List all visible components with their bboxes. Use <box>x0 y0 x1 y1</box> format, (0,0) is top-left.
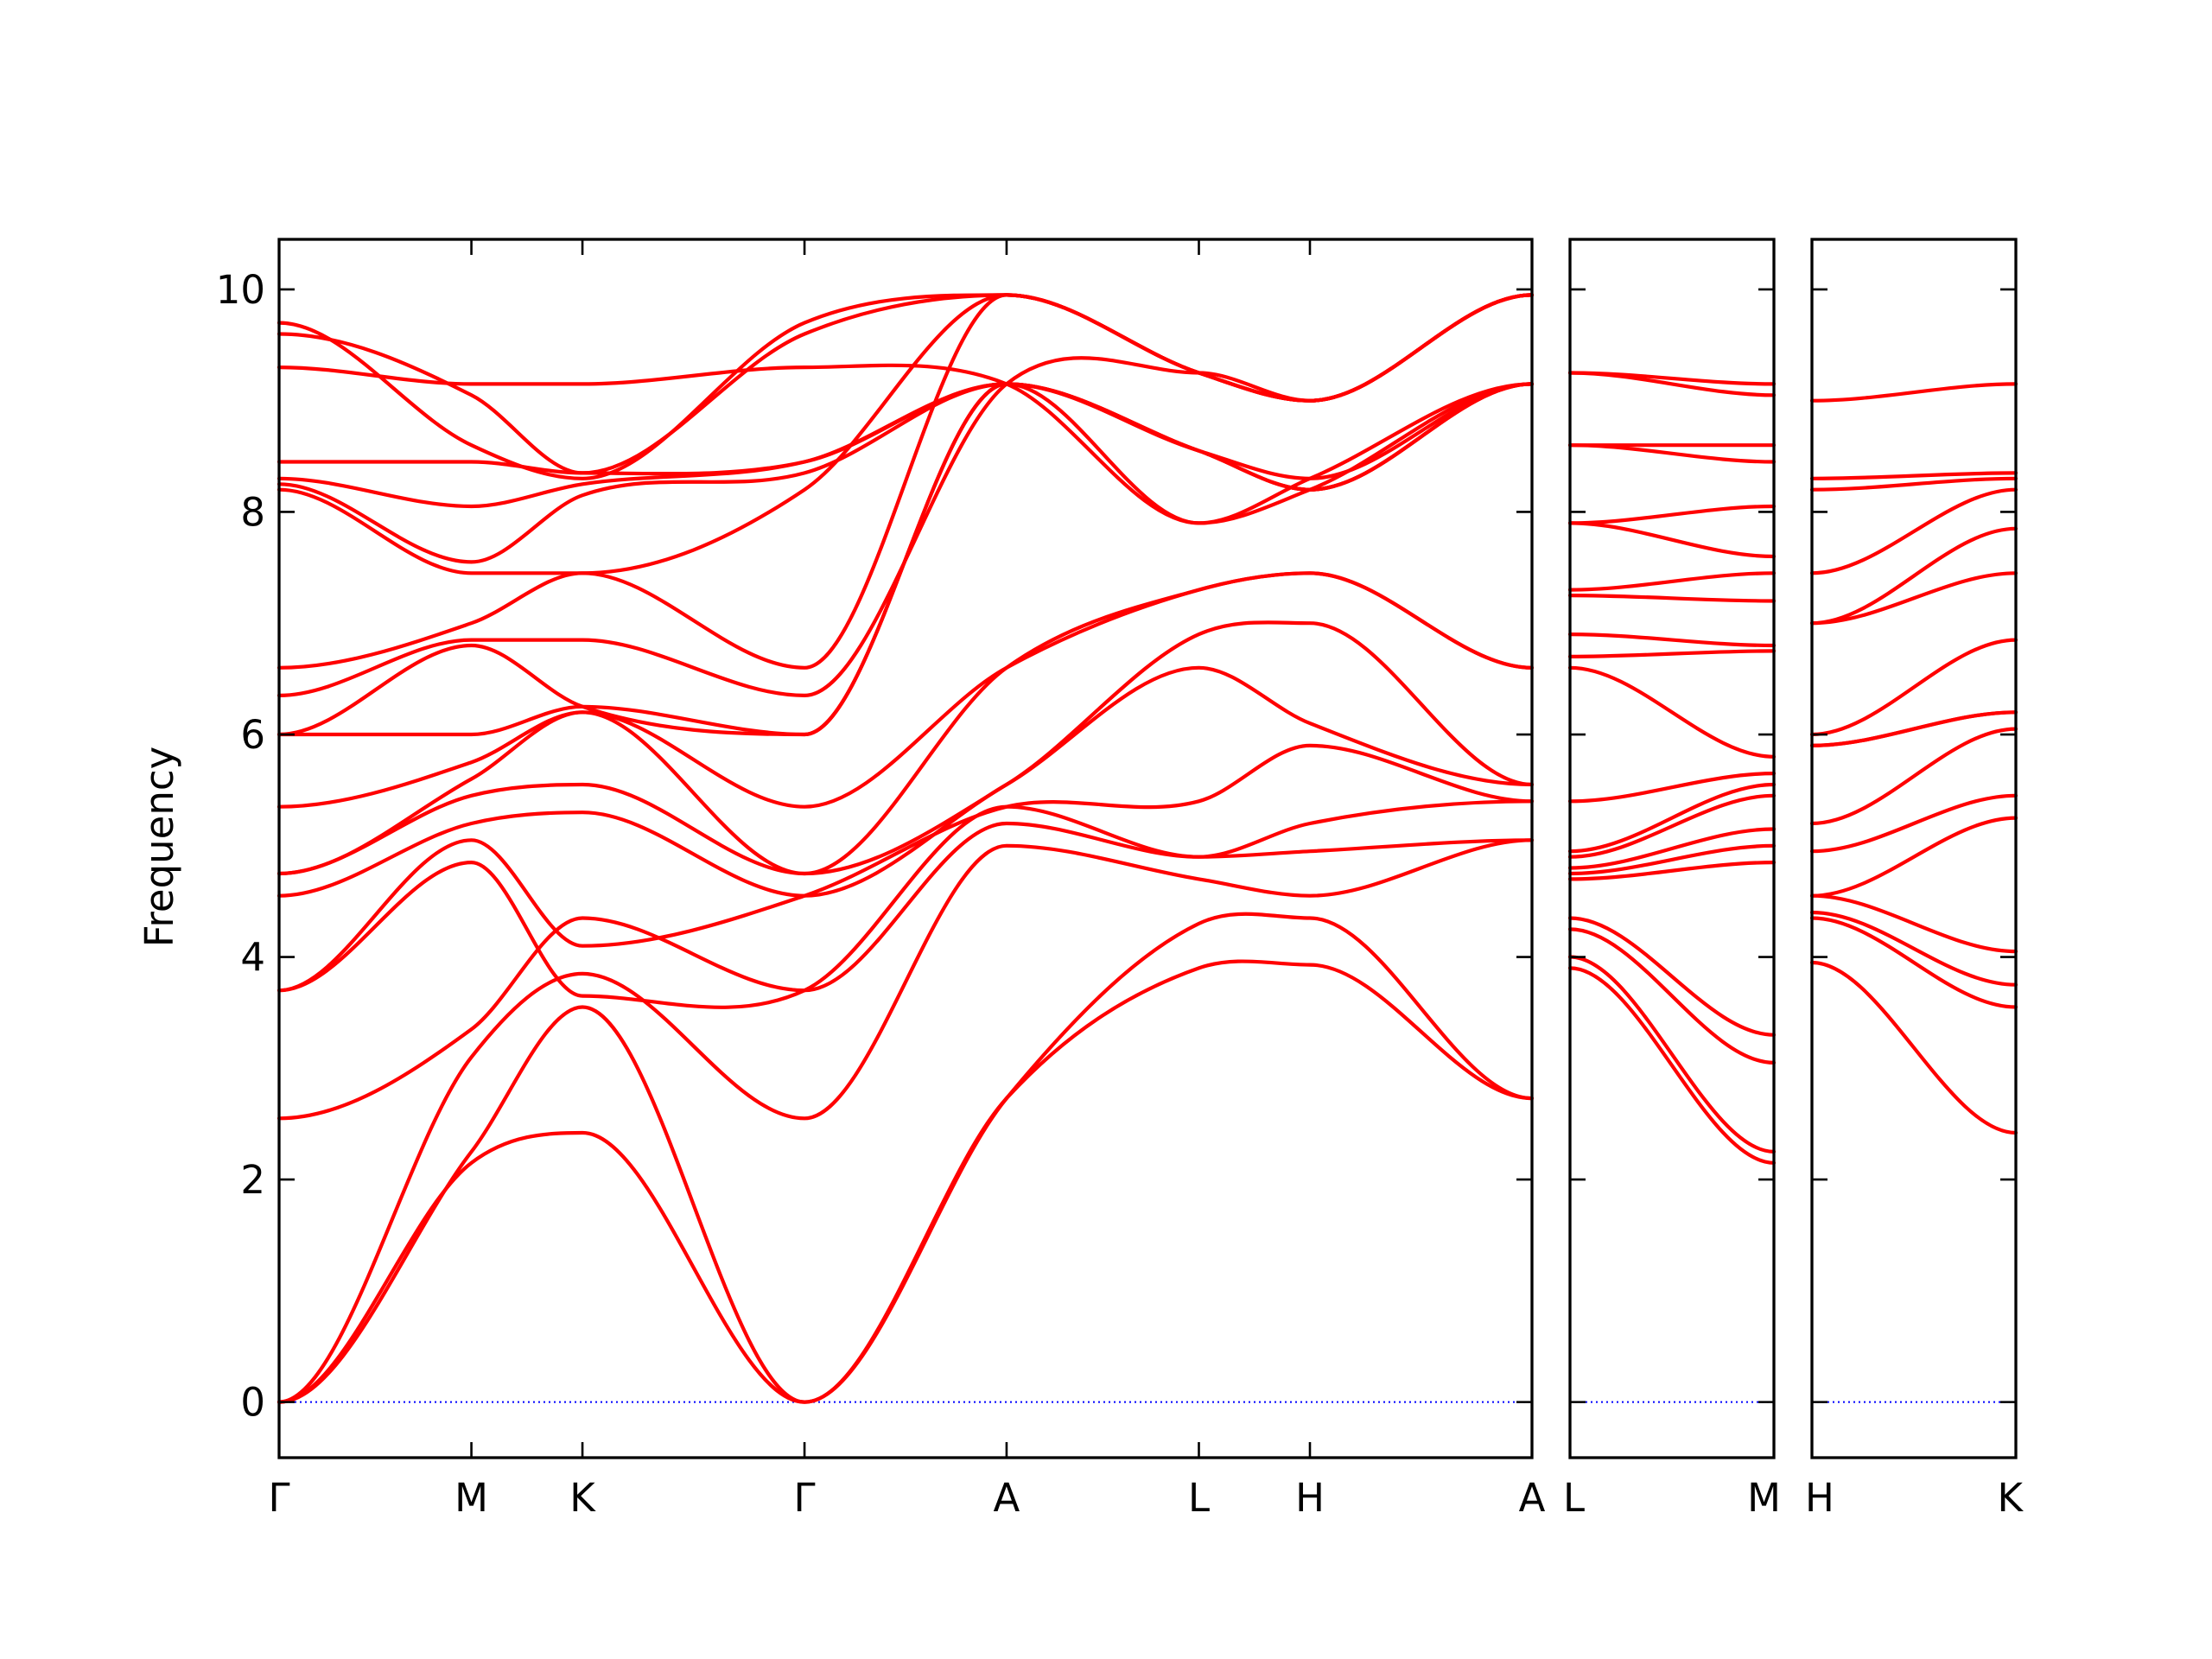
band-line-6 <box>1567 843 1777 876</box>
band-line-7 <box>1567 827 1777 870</box>
band-line-17 <box>1567 504 1777 525</box>
x-tick-label: A <box>994 1475 1020 1521</box>
band-line-11 <box>1809 571 2018 626</box>
band-line-3 <box>1809 910 2018 987</box>
band-line-14 <box>1567 594 1777 603</box>
band-line-9 <box>1809 710 2018 747</box>
x-tick-label: L <box>1563 1475 1585 1521</box>
band-line-1 <box>1567 966 1777 1165</box>
band-line-17 <box>276 382 1535 509</box>
band-line-10 <box>1567 772 1777 804</box>
band-line-9 <box>276 571 1535 876</box>
band-line-5 <box>276 799 1535 1009</box>
band-line-13 <box>1567 632 1777 648</box>
band-line-4 <box>276 821 1535 1121</box>
x-tick-label: M <box>1747 1475 1781 1521</box>
panel-1: 0 2 4 6 8 10 Γ M K Γ A L H A <box>216 238 1546 1521</box>
band-line-8 <box>1567 793 1777 859</box>
band-line-3 <box>276 838 1535 1404</box>
band-line-15 <box>1567 571 1777 592</box>
band-line-11 <box>1567 665 1777 759</box>
band-line-13 <box>1809 487 2018 575</box>
band-line-16 <box>1567 521 1777 559</box>
x-tick-label: L <box>1188 1475 1210 1521</box>
band-line-8 <box>276 620 1535 876</box>
x-tick-label: K <box>569 1475 596 1521</box>
band-line-5 <box>1809 816 2018 898</box>
band-line-10 <box>276 571 1535 809</box>
band-line-3 <box>1567 927 1777 1065</box>
band-line-2 <box>276 912 1535 1404</box>
y-tick-label: 0 <box>240 1380 265 1426</box>
band-line-10 <box>1809 638 2018 737</box>
x-tick-label: M <box>454 1475 488 1521</box>
panel-frame <box>277 238 1534 1459</box>
band-line-18 <box>276 382 1535 492</box>
band-line-6 <box>1809 793 2018 854</box>
band-line-14 <box>1809 476 2018 492</box>
band-line-9 <box>1567 782 1777 854</box>
band-line-6 <box>276 743 1535 993</box>
x-tick-label: H <box>1295 1475 1325 1521</box>
panel-frame <box>1568 238 1776 1459</box>
band-line-2 <box>1809 916 2018 1009</box>
panel-frame <box>1810 238 2018 1459</box>
y-tick-label: 6 <box>240 712 265 758</box>
band-line-21 <box>276 293 1535 480</box>
x-tick-label: Γ <box>268 1475 289 1521</box>
band-line-2 <box>1567 955 1777 1154</box>
x-tick-label: K <box>1997 1475 2024 1521</box>
band-line-12 <box>1809 526 2018 626</box>
band-line-7 <box>1809 727 2018 826</box>
band-line-1 <box>276 959 1535 1404</box>
band-line-7 <box>276 665 1535 898</box>
x-tick-label: Γ <box>794 1475 816 1521</box>
band-line-19 <box>276 363 1535 525</box>
band-line-1 <box>1809 960 2018 1135</box>
band-line-18 <box>1567 443 1777 464</box>
x-tick-label: A <box>1519 1475 1546 1521</box>
y-tick-label: 4 <box>240 935 265 981</box>
band-line-4 <box>1809 893 2018 954</box>
band-line-5 <box>1567 861 1777 881</box>
band-line-15 <box>276 293 1535 575</box>
band-line-12 <box>1567 649 1777 658</box>
x-tick-label: H <box>1805 1475 1834 1521</box>
y-tick-label: 2 <box>240 1157 265 1203</box>
y-axis-label: Frequency <box>137 747 182 947</box>
y-tick-label: 10 <box>216 267 265 313</box>
band-line-15 <box>1809 471 2018 480</box>
band-line-16 <box>1809 382 2018 403</box>
band-line-4 <box>1567 916 1777 1037</box>
band-line-21 <box>1567 371 1777 386</box>
y-tick-label: 8 <box>240 489 265 535</box>
